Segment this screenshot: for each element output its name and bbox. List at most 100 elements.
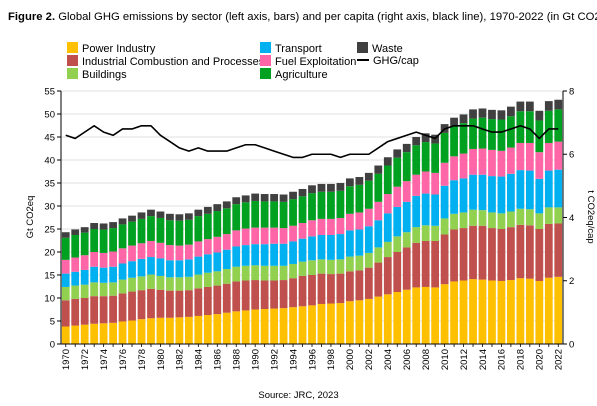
- bar-power-industry-1978: [137, 319, 146, 344]
- legend-label-power-industry: Power Industry: [82, 43, 156, 55]
- bar-power-industry-2003: [374, 296, 383, 344]
- bar-power-industry-1994: [289, 307, 297, 344]
- bar-buildings-2007: [412, 227, 421, 243]
- bar-agriculture-1993: [279, 201, 288, 229]
- y-tick-label-45: 45: [44, 132, 55, 143]
- bar-transport-1987: [222, 249, 231, 270]
- bar-fuel-exploitation-2006: [402, 181, 411, 202]
- legend-label-agriculture: Agriculture: [275, 69, 328, 81]
- bar-fuel-exploitation-1999: [336, 217, 345, 235]
- bar-agriculture-2015: [488, 119, 496, 150]
- bar-buildings-2002: [364, 252, 373, 268]
- bar-agriculture-2020: [535, 120, 544, 153]
- x-tick-label-2022: 2022: [554, 349, 565, 370]
- bar-agriculture-1975: [109, 228, 117, 252]
- bar-fuel-exploitation-1988: [232, 230, 241, 247]
- bar-power-industry-1993: [279, 308, 288, 344]
- bar-buildings-1995: [298, 261, 307, 276]
- legend-swatch-buildings: [67, 68, 78, 79]
- bar-buildings-2005: [393, 236, 402, 252]
- bar-buildings-1990: [251, 265, 260, 281]
- bar-buildings-2008: [421, 225, 430, 241]
- bar-agriculture-1980: [156, 217, 165, 243]
- bar-industrial-combustion-and-processes-2018: [516, 224, 525, 279]
- x-tick-label-1998: 1998: [326, 349, 337, 370]
- figure-source: Source: JRC, 2023: [258, 390, 339, 401]
- bar-fuel-exploitation-2003: [374, 201, 383, 221]
- bar-power-industry-2002: [364, 298, 373, 344]
- x-tick-label-1976: 1976: [118, 349, 129, 370]
- bar-buildings-1993: [279, 265, 288, 281]
- bar-power-industry-1980: [156, 317, 165, 344]
- bar-buildings-1972: [80, 284, 89, 298]
- bar-industrial-combustion-and-processes-2008: [421, 240, 430, 287]
- bar-buildings-1998: [327, 259, 335, 275]
- bar-agriculture-1977: [128, 221, 136, 246]
- bar-industrial-combustion-and-processes-1996: [308, 275, 316, 306]
- bar-agriculture-2014: [478, 117, 487, 149]
- bar-transport-2020: [535, 178, 544, 214]
- bar-industrial-combustion-and-processes-2003: [374, 262, 383, 297]
- bar-transport-1985: [203, 254, 212, 273]
- y-tick-label-20: 20: [44, 247, 55, 258]
- bar-waste-1991: [260, 194, 269, 202]
- bar-agriculture-1984: [194, 216, 203, 242]
- bar-waste-1983: [184, 213, 193, 220]
- bar-buildings-1974: [99, 282, 108, 297]
- bar-transport-2013: [469, 174, 477, 210]
- bar-transport-1993: [279, 243, 288, 266]
- bar-fuel-exploitation-2012: [459, 153, 468, 179]
- bar-buildings-2004: [383, 241, 392, 258]
- bar-fuel-exploitation-1996: [308, 220, 316, 237]
- x-tick-label-1972: 1972: [80, 349, 91, 370]
- bar-transport-1994: [289, 241, 297, 264]
- bar-transport-2022: [554, 169, 563, 208]
- bar-industrial-combustion-and-processes-1991: [260, 280, 269, 310]
- bar-industrial-combustion-and-processes-2004: [383, 257, 392, 295]
- x-tick-label-1990: 1990: [250, 349, 261, 370]
- bar-buildings-1985: [203, 272, 212, 287]
- bar-waste-1986: [213, 204, 222, 212]
- bar-fuel-exploitation-1989: [241, 228, 250, 246]
- legend-swatch-power-industry: [67, 42, 78, 53]
- x-tick-label-1992: 1992: [269, 349, 280, 370]
- bar-agriculture-1990: [251, 200, 260, 228]
- bar-agriculture-2019: [525, 111, 534, 143]
- bar-buildings-1991: [260, 265, 269, 281]
- bar-fuel-exploitation-1971: [71, 257, 80, 272]
- bar-industrial-combustion-and-processes-1972: [80, 298, 89, 325]
- bar-agriculture-2004: [383, 165, 392, 195]
- bar-buildings-1996: [308, 260, 316, 275]
- bar-power-industry-1979: [147, 318, 155, 344]
- bar-waste-1975: [109, 222, 117, 229]
- bar-transport-1991: [260, 244, 269, 266]
- bar-fuel-exploitation-1983: [184, 244, 193, 260]
- bar-industrial-combustion-and-processes-1995: [298, 275, 307, 307]
- bar-waste-2015: [488, 109, 496, 120]
- bar-power-industry-1977: [128, 320, 136, 344]
- x-tick-label-2020: 2020: [535, 349, 546, 370]
- bar-waste-2008: [421, 133, 430, 143]
- bar-waste-1974: [99, 223, 108, 230]
- bar-fuel-exploitation-2007: [412, 174, 421, 196]
- bar-transport-2007: [412, 195, 421, 228]
- bar-waste-1984: [194, 209, 203, 217]
- y-tick-label-55: 55: [44, 86, 55, 97]
- bar-industrial-combustion-and-processes-1981: [166, 290, 174, 318]
- bar-buildings-2022: [554, 207, 563, 224]
- y-tick-label-35: 35: [44, 178, 55, 189]
- legend-item-transport: Transport: [260, 42, 322, 55]
- bar-transport-1997: [317, 234, 326, 260]
- bar-power-industry-2018: [516, 278, 525, 344]
- bar-transport-2008: [421, 193, 430, 226]
- bar-agriculture-1996: [308, 193, 316, 221]
- x-tick-label-2000: 2000: [345, 349, 356, 370]
- bar-fuel-exploitation-2009: [431, 172, 440, 195]
- bar-agriculture-2011: [450, 126, 458, 157]
- bar-waste-1988: [232, 197, 241, 205]
- bar-agriculture-2007: [412, 145, 421, 175]
- legend-item-fuel-exploitation: Fuel Exploitation: [260, 55, 356, 68]
- bar-industrial-combustion-and-processes-1971: [71, 298, 80, 326]
- bar-power-industry-2007: [412, 287, 421, 344]
- bar-transport-2001: [355, 229, 364, 256]
